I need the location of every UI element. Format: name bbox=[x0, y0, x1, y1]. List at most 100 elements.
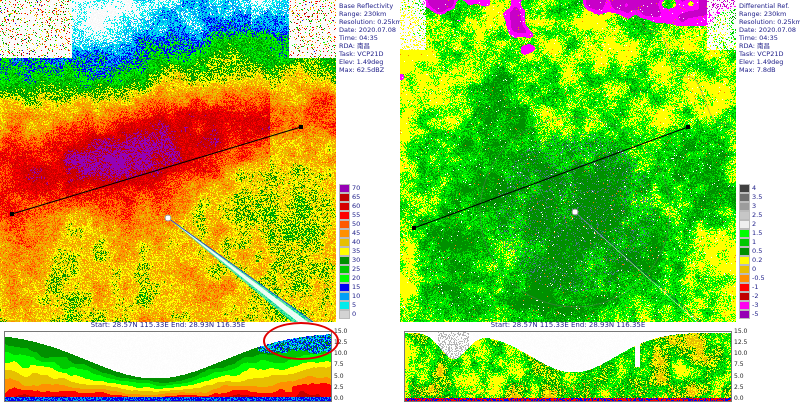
base-reflectivity-info-panel: Base Reflectivity Range: 230km Resolution:… bbox=[339, 2, 402, 74]
info-line: RDA: 南昌 bbox=[339, 42, 370, 50]
height-axis-label: 0.0 bbox=[334, 394, 344, 402]
colorbar-segment: 25 bbox=[339, 265, 360, 274]
colorbar-segment: -1 bbox=[739, 283, 765, 292]
colorbar-segment: 0 bbox=[339, 310, 360, 319]
colorbar-swatch bbox=[739, 292, 750, 301]
height-axis-label: 7.5 bbox=[334, 361, 344, 369]
colorbar-swatch bbox=[739, 247, 750, 256]
colorbar-swatch bbox=[339, 211, 350, 220]
colorbar-segment: -5 bbox=[739, 310, 765, 319]
colorbar-label: 65 bbox=[352, 193, 361, 201]
colorbar-label: 10 bbox=[352, 292, 361, 300]
info-line: Date: 2020.07.08 bbox=[739, 26, 797, 34]
colorbar-label: 20 bbox=[352, 274, 361, 282]
info-line: Differential Ref. bbox=[739, 2, 790, 10]
height-axis-label: 10.0 bbox=[734, 350, 748, 358]
colorbar-label: 60 bbox=[352, 202, 361, 210]
colorbar-swatch bbox=[339, 274, 350, 283]
colorbar-swatch bbox=[739, 310, 750, 319]
colorbar-swatch bbox=[739, 283, 750, 292]
colorbar-segment: 45 bbox=[339, 229, 360, 238]
colorbar-label: 55 bbox=[352, 211, 361, 219]
colorbar-segment: -3 bbox=[739, 301, 765, 310]
zdr-colorbar: 4 3.5 3 2.5 2 1.5 1 0.5 0.2 0 -0.5 -1 -2 -3 -5 bbox=[739, 184, 765, 319]
colorbar-segment: 65 bbox=[339, 193, 360, 202]
colorbar-label: 0 bbox=[752, 265, 757, 273]
colorbar-label: 4 bbox=[752, 184, 757, 192]
colorbar-label: 3 bbox=[752, 202, 757, 210]
colorbar-segment: 0 bbox=[739, 265, 765, 274]
right-height-axis: 15.0 12.5 10.0 7.5 5.0 2.5 0.0 bbox=[734, 328, 747, 402]
colorbar-segment: 5 bbox=[339, 301, 360, 310]
colorbar-label: -1 bbox=[752, 283, 759, 291]
colorbar-label: 30 bbox=[352, 256, 361, 264]
colorbar-segment: 0.5 bbox=[739, 247, 765, 256]
base-reflectivity-radar-view[interactable] bbox=[0, 0, 336, 322]
info-line: Date: 2020.07.08 bbox=[339, 26, 397, 34]
right-cross-section-title: Start: 28.57N 115.33E End: 28.93N 116.35… bbox=[490, 321, 646, 329]
info-line: Elev: 1.49deg bbox=[739, 58, 784, 66]
annotation-ellipse bbox=[263, 322, 339, 360]
colorbar-swatch bbox=[739, 229, 750, 238]
colorbar-label: 2 bbox=[752, 220, 757, 228]
height-axis-label: 5.0 bbox=[734, 372, 744, 380]
colorbar-segment: 1 bbox=[739, 238, 765, 247]
colorbar-segment: 4 bbox=[739, 184, 765, 193]
colorbar-segment: 35 bbox=[339, 247, 360, 256]
colorbar-swatch bbox=[339, 301, 350, 310]
colorbar-swatch bbox=[339, 220, 350, 229]
colorbar-swatch bbox=[339, 238, 350, 247]
info-line: Time: 04:35 bbox=[339, 34, 378, 42]
colorbar-label: 2.5 bbox=[752, 211, 763, 219]
colorbar-segment: 0.2 bbox=[739, 256, 765, 265]
colorbar-swatch bbox=[739, 202, 750, 211]
colorbar-label: 35 bbox=[352, 247, 361, 255]
colorbar-label: 50 bbox=[352, 220, 361, 228]
height-axis-label: 2.5 bbox=[334, 383, 344, 391]
colorbar-swatch bbox=[739, 274, 750, 283]
colorbar-label: 45 bbox=[352, 229, 361, 237]
colorbar-swatch bbox=[339, 247, 350, 256]
colorbar-label: 70 bbox=[352, 184, 361, 192]
info-line: Max: 7.8dB bbox=[739, 66, 776, 74]
colorbar-label: -0.5 bbox=[752, 274, 765, 282]
height-axis-label: 12.5 bbox=[734, 339, 748, 347]
colorbar-label: 1.5 bbox=[752, 229, 763, 237]
colorbar-segment: -0.5 bbox=[739, 274, 765, 283]
colorbar-swatch bbox=[339, 229, 350, 238]
left-cross-section-title: Start: 28.57N 115.33E End: 28.93N 116.35… bbox=[90, 321, 246, 329]
colorbar-swatch bbox=[739, 220, 750, 229]
reflectivity-colorbar: 70 65 60 55 50 45 40 35 30 25 20 15 10 5 0 bbox=[339, 184, 360, 319]
colorbar-swatch bbox=[339, 265, 350, 274]
colorbar-swatch bbox=[739, 193, 750, 202]
height-axis-label: 0.0 bbox=[734, 394, 744, 402]
colorbar-label: 15 bbox=[352, 283, 361, 291]
differential-reflectivity-radar-view[interactable] bbox=[400, 0, 736, 322]
colorbar-segment: 2.5 bbox=[739, 211, 765, 220]
colorbar-swatch bbox=[739, 211, 750, 220]
colorbar-label: 1 bbox=[752, 238, 757, 246]
colorbar-swatch bbox=[339, 193, 350, 202]
height-axis-label: 5.0 bbox=[334, 372, 344, 380]
info-line: Range: 230km bbox=[739, 10, 787, 18]
colorbar-segment: 20 bbox=[339, 274, 360, 283]
info-line: Task: VCP21D bbox=[739, 50, 784, 58]
info-line: Elev: 1.49deg bbox=[339, 58, 384, 66]
colorbar-swatch bbox=[739, 256, 750, 265]
height-axis-label: 15.0 bbox=[734, 328, 748, 335]
colorbar-swatch bbox=[739, 238, 750, 247]
colorbar-segment: 1.5 bbox=[739, 229, 765, 238]
colorbar-swatch bbox=[739, 184, 750, 193]
colorbar-label: 0.2 bbox=[752, 256, 763, 264]
colorbar-segment: 30 bbox=[339, 256, 360, 265]
colorbar-segment: 70 bbox=[339, 184, 360, 193]
height-axis-label: 12.5 bbox=[334, 339, 348, 347]
height-axis-label: 10.0 bbox=[334, 350, 348, 358]
info-line: Range: 230km bbox=[339, 10, 387, 18]
left-height-axis: 15.0 12.5 10.0 7.5 5.0 2.5 0.0 bbox=[334, 328, 347, 402]
colorbar-swatch bbox=[339, 202, 350, 211]
colorbar-label: 3.5 bbox=[752, 193, 763, 201]
colorbar-segment: -2 bbox=[739, 292, 765, 301]
colorbar-segment: 2 bbox=[739, 220, 765, 229]
